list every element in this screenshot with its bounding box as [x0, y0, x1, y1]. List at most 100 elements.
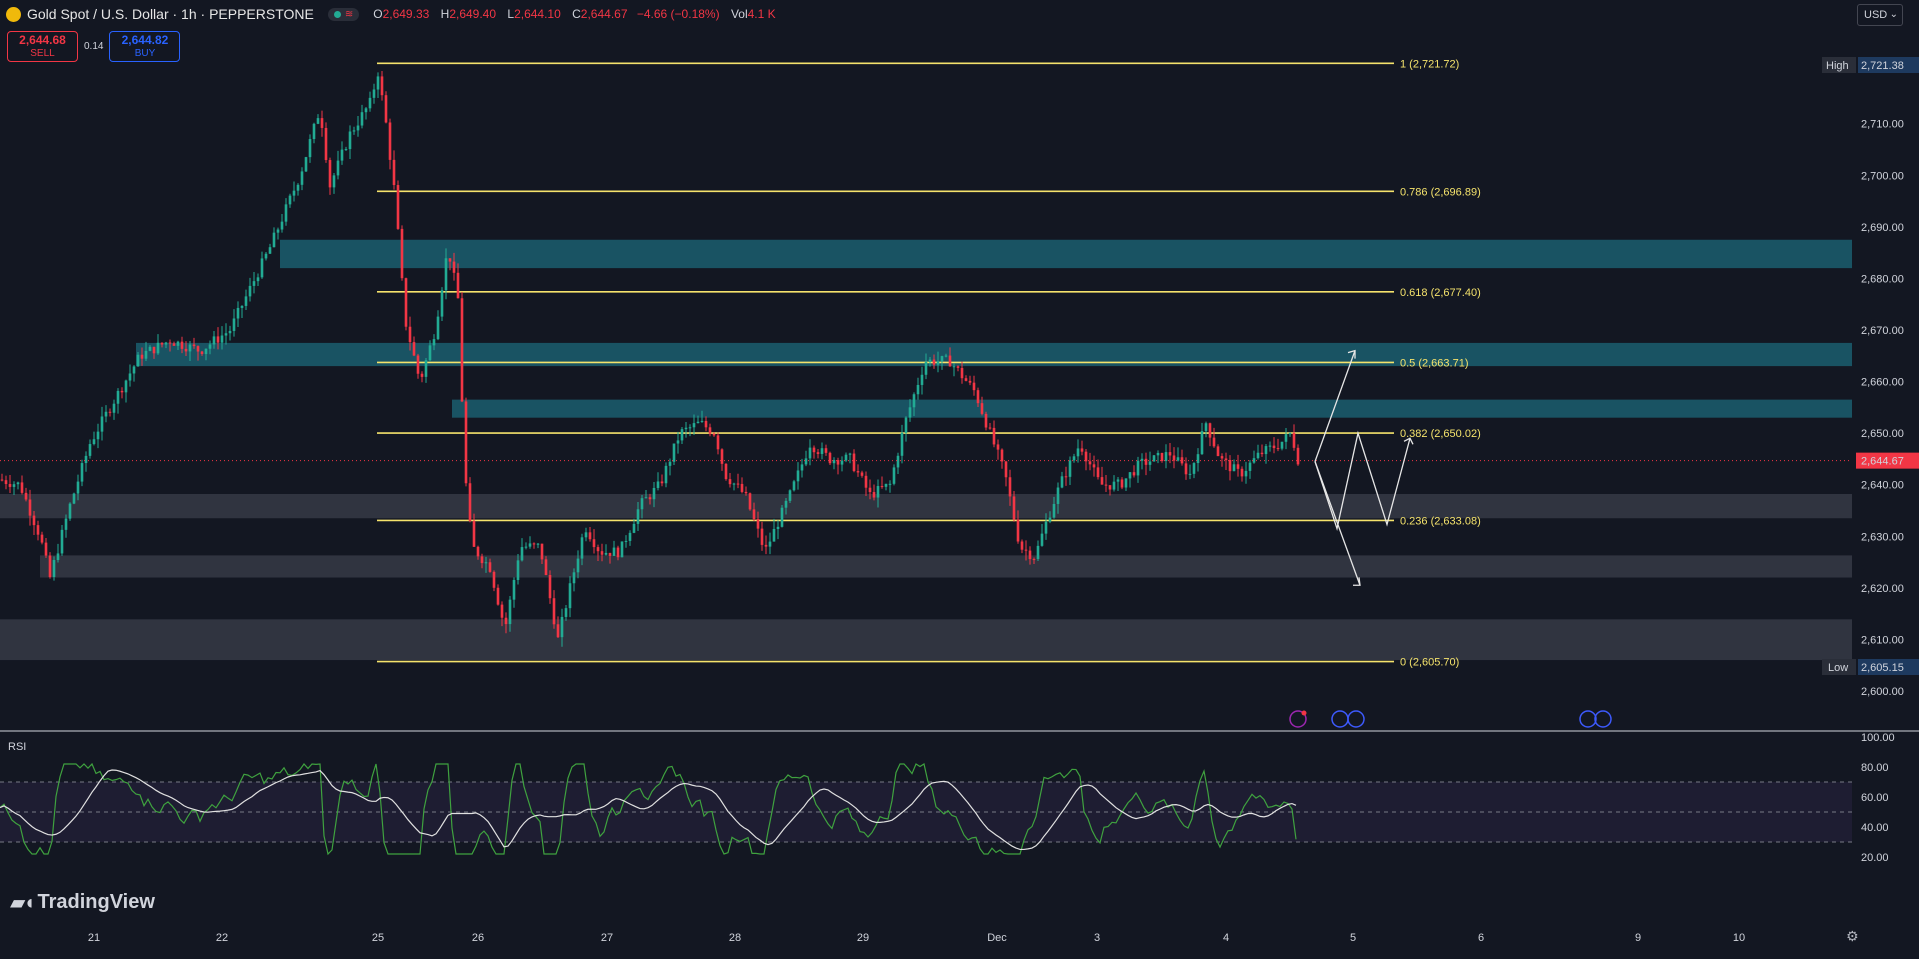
candle-body[interactable]: [1200, 431, 1204, 455]
candle-body[interactable]: [1064, 476, 1068, 478]
candle-body[interactable]: [40, 534, 44, 543]
candle-body[interactable]: [484, 562, 488, 564]
candle-body[interactable]: [100, 416, 104, 432]
candle-body[interactable]: [604, 552, 608, 555]
candle-body[interactable]: [372, 89, 376, 98]
candles-layer[interactable]: [0, 70, 1852, 647]
price-axis-layer[interactable]: 2,600.00 2,610.00 2,620.00 2,630.00 2,640.00…: [1822, 57, 1919, 698]
candle-body[interactable]: [556, 624, 560, 638]
candle-body[interactable]: [696, 421, 700, 424]
candle-body[interactable]: [624, 540, 628, 542]
candle-body[interactable]: [656, 481, 660, 488]
candle-body[interactable]: [632, 523, 636, 533]
candle-body[interactable]: [392, 159, 396, 186]
candle-body[interactable]: [988, 427, 992, 429]
candle-body[interactable]: [664, 465, 668, 484]
candle-body[interactable]: [812, 447, 816, 453]
candle-body[interactable]: [568, 583, 572, 609]
candle-body[interactable]: [432, 339, 436, 346]
lightning-icon[interactable]: [1289, 710, 1307, 728]
candle-body[interactable]: [1048, 517, 1052, 522]
candle-body[interactable]: [356, 125, 360, 131]
candle-body[interactable]: [1232, 464, 1236, 472]
candle-body[interactable]: [252, 281, 256, 286]
candle-body[interactable]: [772, 529, 776, 542]
candle-body[interactable]: [660, 481, 664, 484]
candle-body[interactable]: [1180, 457, 1184, 464]
candle-body[interactable]: [620, 541, 624, 558]
candle-body[interactable]: [328, 160, 332, 188]
candle-body[interactable]: [740, 483, 744, 492]
candle-body[interactable]: [736, 483, 740, 485]
last-price-tag[interactable]: [1856, 452, 1919, 469]
market-status-pill[interactable]: ≋: [327, 7, 360, 21]
candle-body[interactable]: [368, 97, 372, 109]
candle-body[interactable]: [440, 290, 444, 317]
candle-body[interactable]: [1096, 467, 1100, 478]
candle-body[interactable]: [340, 149, 344, 161]
candle-body[interactable]: [448, 258, 452, 262]
candle-body[interactable]: [908, 407, 912, 418]
candle-body[interactable]: [724, 463, 728, 480]
candle-body[interactable]: [528, 543, 532, 547]
candle-body[interactable]: [760, 528, 764, 545]
candle-body[interactable]: [312, 123, 316, 140]
candle-body[interactable]: [1244, 470, 1248, 477]
candle-body[interactable]: [904, 417, 908, 433]
candle-body[interactable]: [776, 526, 780, 530]
sell-button[interactable]: 2,644.68 SELL: [7, 31, 78, 62]
candle-body[interactable]: [4, 480, 8, 485]
candle-body[interactable]: [36, 525, 40, 535]
candle-body[interactable]: [220, 335, 224, 343]
candle-body[interactable]: [72, 493, 76, 504]
candle-body[interactable]: [212, 336, 216, 345]
candle-body[interactable]: [924, 362, 928, 375]
candle-body[interactable]: [180, 341, 184, 349]
symbol-header[interactable]: Gold Spot / U.S. Dollar · 1h · PEPPERSTO…: [6, 6, 776, 22]
candle-body[interactable]: [848, 453, 852, 455]
candle-body[interactable]: [968, 380, 972, 383]
candle-body[interactable]: [752, 509, 756, 520]
candle-body[interactable]: [688, 427, 692, 429]
candle-body[interactable]: [1152, 455, 1156, 462]
candle-body[interactable]: [1068, 460, 1072, 477]
candle-body[interactable]: [536, 543, 540, 545]
candle-body[interactable]: [304, 157, 308, 172]
candle-body[interactable]: [940, 356, 944, 362]
candle-body[interactable]: [544, 559, 548, 575]
candle-body[interactable]: [324, 127, 328, 161]
candle-body[interactable]: [600, 551, 604, 555]
candle-body[interactable]: [416, 355, 420, 374]
candle-body[interactable]: [300, 171, 304, 185]
candle-body[interactable]: [1260, 452, 1264, 455]
candle-body[interactable]: [932, 359, 936, 365]
candle-body[interactable]: [348, 131, 352, 150]
candle-body[interactable]: [912, 394, 916, 408]
candle-body[interactable]: [872, 492, 876, 498]
candle-body[interactable]: [456, 272, 460, 299]
candle-body[interactable]: [28, 499, 32, 516]
candle-body[interactable]: [900, 432, 904, 456]
candle-body[interactable]: [1188, 473, 1192, 475]
candle-body[interactable]: [504, 617, 508, 625]
candle-body[interactable]: [1036, 545, 1040, 560]
candle-body[interactable]: [952, 366, 956, 368]
candle-body[interactable]: [1284, 434, 1288, 442]
candle-body[interactable]: [856, 471, 860, 473]
candle-body[interactable]: [1296, 447, 1300, 465]
candle-body[interactable]: [1196, 454, 1200, 464]
candle-body[interactable]: [840, 460, 844, 465]
candle-body[interactable]: [1092, 464, 1096, 468]
us-flag-icon[interactable]: [1347, 710, 1365, 728]
candle-body[interactable]: [1076, 448, 1080, 457]
rsi-line[interactable]: [0, 762, 1297, 856]
candle-body[interactable]: [1264, 446, 1268, 455]
candle-body[interactable]: [152, 346, 156, 354]
candle-body[interactable]: [520, 547, 524, 561]
candle-body[interactable]: [308, 139, 312, 158]
candle-body[interactable]: [860, 472, 864, 476]
candle-body[interactable]: [408, 326, 412, 343]
candle-body[interactable]: [216, 336, 220, 343]
candle-body[interactable]: [404, 278, 408, 327]
candle-body[interactable]: [1292, 433, 1296, 448]
